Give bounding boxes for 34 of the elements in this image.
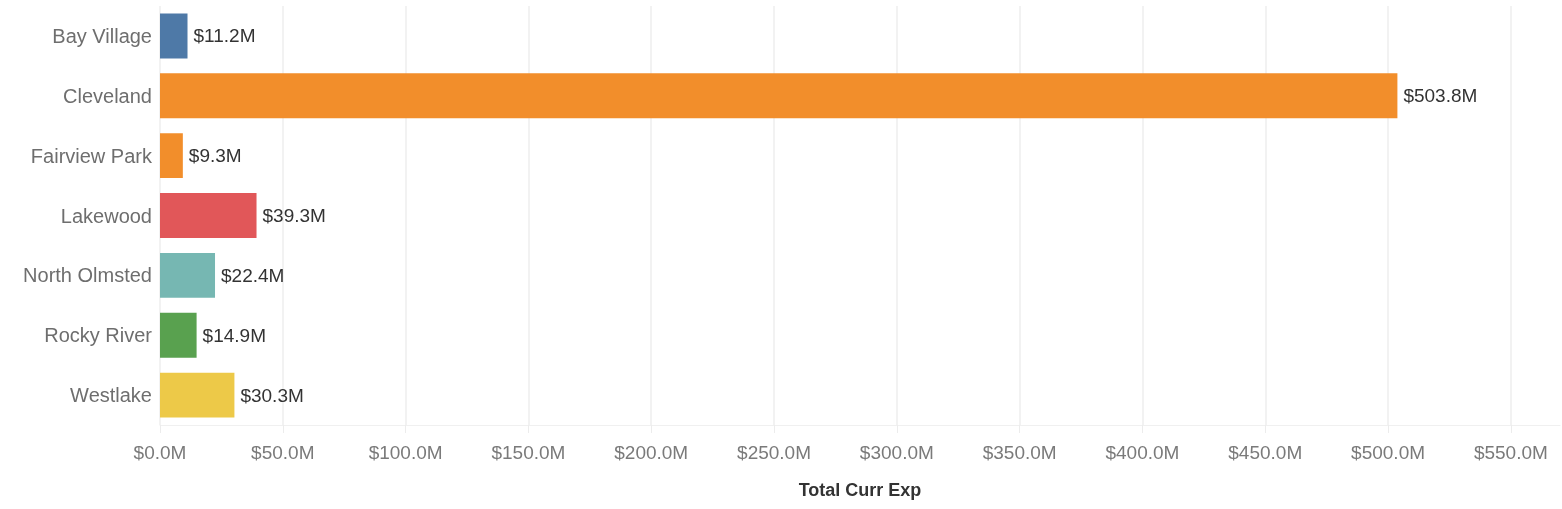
bar	[160, 252, 216, 298]
x-tick-label: $400.0M	[1105, 442, 1180, 463]
data-label: $11.2M	[193, 25, 256, 47]
data-label: $503.8M	[1403, 85, 1478, 107]
bar	[160, 13, 188, 59]
data-label: $9.3M	[188, 145, 242, 167]
data-label: $39.3M	[262, 205, 326, 226]
x-tick-label: $150.0M	[491, 442, 566, 463]
y-tick-label: Fairview Park	[30, 144, 153, 167]
x-tick-label: $350.0M	[982, 442, 1057, 463]
bar	[160, 312, 197, 358]
x-tick-label: $100.0M	[368, 442, 443, 463]
y-tick-label: North Olmsted	[23, 264, 152, 287]
x-tick-label: $50.0M	[251, 442, 315, 463]
bar	[160, 193, 257, 238]
x-tick-label: $500.0M	[1351, 442, 1426, 463]
x-tick-label: $550.0M	[1473, 442, 1548, 463]
x-tick-label: $0.0M	[133, 442, 187, 463]
y-tick-label: Cleveland	[63, 84, 152, 107]
x-tick-label: $300.0M	[859, 442, 934, 463]
y-tick-label: Westlake	[70, 384, 152, 407]
y-tick-label: Bay Village	[52, 24, 152, 47]
x-axis-title: Total Curr Exp	[798, 480, 922, 500]
bar	[160, 73, 1398, 119]
x-tick-label: $250.0M	[737, 442, 812, 463]
x-tick-label: $200.0M	[614, 442, 689, 463]
x-tick-label: $450.0M	[1228, 442, 1303, 463]
bar	[160, 133, 183, 179]
y-tick-label: Rocky River	[44, 324, 153, 347]
data-label: $22.4M	[221, 264, 285, 286]
data-label: $30.3M	[240, 384, 304, 406]
y-tick-label: Lakewood	[60, 204, 152, 227]
bar	[160, 372, 235, 418]
data-label: $14.9M	[202, 324, 266, 346]
